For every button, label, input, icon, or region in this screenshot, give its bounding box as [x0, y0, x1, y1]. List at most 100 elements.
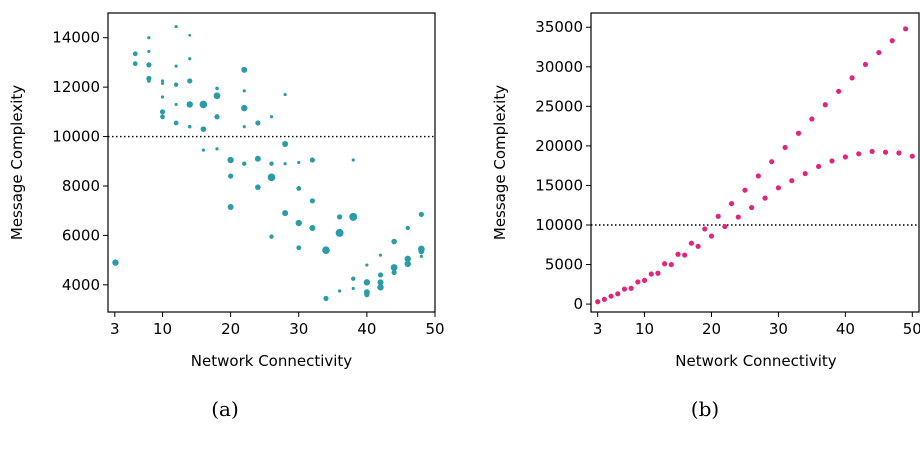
chart-b-point-23 — [749, 204, 755, 211]
chart-a-point-81 — [418, 248, 425, 255]
chart-a-point-29 — [215, 147, 219, 151]
chart-b-point-14 — [688, 240, 695, 246]
chart-b-ytick-label-4: 20000 — [535, 137, 583, 155]
chart-a-point-10 — [160, 95, 165, 99]
chart-a-point-2 — [132, 61, 138, 67]
chart-b-point-34 — [822, 102, 828, 108]
chart-a-point-75 — [391, 269, 397, 276]
chart-b-xtick-label-4: 40 — [836, 320, 855, 338]
chart-b-xtick-label-0: 3 — [593, 320, 603, 338]
chart-a-point-11 — [159, 109, 166, 115]
chart-a-xtick-label-3: 30 — [289, 320, 308, 338]
chart-b-point-6 — [635, 279, 641, 285]
chart-a-point-9 — [160, 81, 165, 86]
chart-a-point-68 — [364, 292, 370, 298]
chart-a-point-7 — [147, 79, 151, 83]
chart-a-ytick-label-2: 8000 — [62, 177, 100, 195]
chart-b-point-29 — [789, 178, 795, 184]
chart-b-xlabel: Network Connectivity — [675, 352, 837, 370]
chart-b-xtick-label-1: 10 — [635, 320, 654, 338]
chart-a-point-46 — [282, 140, 289, 147]
chart-a-point-31 — [228, 173, 234, 179]
chart-a-point-47 — [283, 162, 287, 166]
chart-a-point-43 — [267, 173, 276, 182]
chart-a-point-50 — [296, 186, 302, 191]
chart-a-point-0 — [112, 259, 119, 266]
caption-a: (a) — [211, 397, 239, 421]
chart-a-point-45 — [283, 92, 287, 97]
chart-b-point-9 — [655, 270, 661, 276]
chart-b-point-45 — [896, 150, 902, 156]
chart-a-point-82 — [419, 254, 423, 259]
chart-b-point-33 — [815, 163, 822, 170]
caption-b: (b) — [691, 397, 719, 421]
chart-a-point-59 — [335, 228, 344, 237]
chart-b-point-22 — [742, 187, 748, 193]
chart-b-ytick-label-0: 0 — [573, 295, 583, 313]
chart-b-point-15 — [695, 243, 701, 249]
chart-a-point-38 — [255, 120, 261, 126]
chart-b-point-43 — [882, 149, 889, 155]
chart-b-point-12 — [675, 251, 681, 257]
chart-b-point-16 — [702, 226, 708, 232]
chart-b-point-0 — [595, 299, 601, 305]
chart-a-point-49 — [297, 160, 301, 165]
chart-a-point-76 — [405, 225, 410, 231]
chart-b-ytick-label-3: 15000 — [535, 176, 583, 194]
chart-a-point-24 — [200, 126, 207, 132]
chart-a-point-3 — [147, 36, 151, 40]
chart-a-ytick-label-0: 4000 — [62, 276, 100, 294]
chart-b-xtick-label-3: 30 — [769, 320, 788, 338]
chart-b-point-20 — [728, 201, 735, 207]
chart-b-xtick-label-5: 50 — [903, 320, 920, 338]
chart-b-point-39 — [856, 151, 862, 157]
chart-a-point-51 — [295, 219, 302, 227]
chart-b-point-3 — [615, 291, 621, 297]
chart-a-point-34 — [242, 89, 246, 93]
chart-b-point-8 — [648, 271, 654, 277]
chart-b-ytick-label-2: 10000 — [535, 216, 583, 234]
chart-a-point-32 — [227, 203, 234, 210]
chart-b-point-7 — [641, 277, 648, 283]
chart-b-point-46 — [903, 26, 909, 32]
chart-a-point-26 — [215, 86, 219, 91]
chart-b-point-36 — [836, 88, 842, 94]
chart-b-ytick-label-5: 25000 — [535, 97, 583, 115]
chart-b-point-19 — [722, 223, 728, 230]
chart-a-point-54 — [309, 198, 315, 204]
chart-a-xtick-label-5: 50 — [425, 320, 444, 338]
chart-a-point-35 — [241, 104, 248, 112]
chart-a-point-65 — [365, 263, 369, 267]
chart-a-frame — [107, 12, 436, 313]
chart-a-xtick-label-4: 40 — [357, 320, 376, 338]
chart-a-point-78 — [404, 260, 411, 268]
chart-a-point-5 — [146, 62, 152, 68]
chart-a-point-74 — [390, 264, 398, 271]
chart-b-point-32 — [809, 116, 815, 122]
chart-b-point-27 — [775, 185, 782, 191]
chart-a-point-40 — [255, 184, 261, 191]
chart-a-point-4 — [147, 49, 151, 53]
chart-a: 3 10 20 30 40 50 400060008000100001200014000 … — [8, 12, 445, 421]
chart-a-points — [112, 24, 425, 302]
chart-b-point-47 — [909, 153, 915, 159]
chart-b-point-2 — [608, 293, 614, 299]
chart-b-point-10 — [662, 261, 668, 267]
chart-a-point-19 — [188, 57, 192, 61]
chart-a-point-39 — [254, 155, 261, 162]
chart-b-frame — [590, 12, 920, 313]
chart-a-point-69 — [378, 253, 383, 257]
chart-a-point-44 — [269, 234, 274, 239]
chart-b-point-40 — [862, 61, 869, 68]
chart-a-point-66 — [363, 279, 371, 286]
chart-a-point-63 — [351, 276, 356, 281]
chart-b-point-30 — [795, 130, 802, 136]
chart-b: 3 10 20 30 40 50 0 5000 10000 15000 20000 25000 300… — [491, 12, 920, 421]
chart-a-point-56 — [322, 246, 330, 255]
chart-a-point-12 — [160, 114, 165, 120]
chart-a-point-16 — [174, 102, 178, 107]
chart-a-xtick-label-1: 10 — [153, 320, 172, 338]
chart-a-ytick-label-1: 6000 — [62, 226, 100, 244]
chart-a-point-53 — [309, 157, 315, 163]
